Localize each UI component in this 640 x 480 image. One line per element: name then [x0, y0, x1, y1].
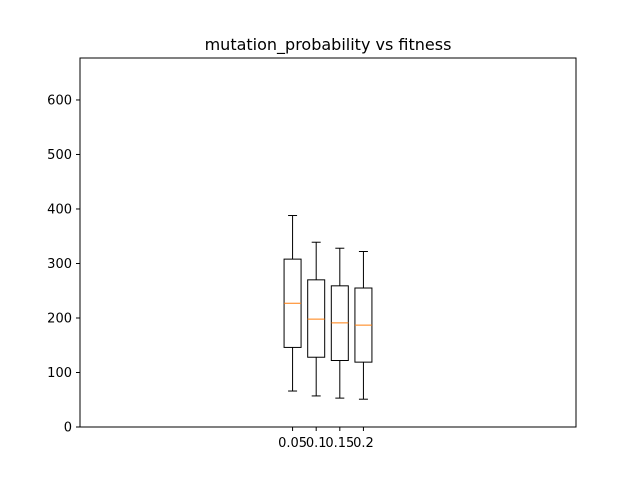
box-0-1-iqr-box	[307, 279, 326, 358]
y-tick-label-400: 400	[47, 202, 72, 217]
x-tick-label-0-05: 0.05	[278, 436, 307, 451]
y-tick-label-500: 500	[47, 148, 72, 163]
y-tick-label-200: 200	[47, 311, 72, 326]
plot-frame	[79, 57, 577, 428]
y-tick-label-0: 0	[64, 421, 72, 436]
x-tick-label-0-15: 0.15	[325, 436, 354, 451]
plot-area: 0.050.10.150.2 0 100 200 300 400 500 600	[47, 57, 577, 451]
y-tick-label-600: 600	[47, 93, 72, 108]
x-tick-label-0-2: 0.2	[353, 436, 374, 451]
y-tick-label-300: 300	[47, 257, 72, 272]
chart-title: mutation_probability vs fitness	[205, 35, 452, 55]
y-tick-label-100: 100	[47, 366, 72, 381]
x-tick-label-0-1: 0.1	[306, 436, 327, 451]
